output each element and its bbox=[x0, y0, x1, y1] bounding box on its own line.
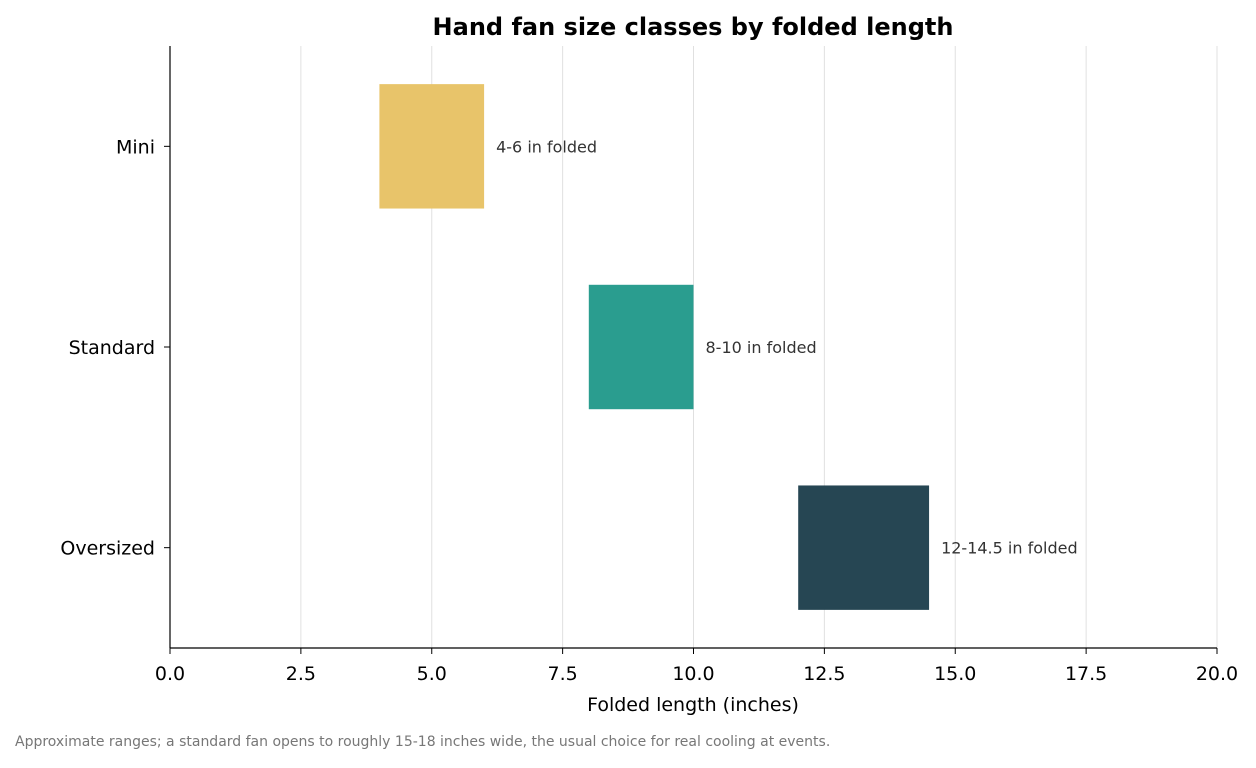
bar-data-label: 12-14.5 in folded bbox=[941, 539, 1078, 558]
x-tick-label: 15.0 bbox=[934, 663, 976, 685]
x-tick-label: 12.5 bbox=[803, 663, 845, 685]
bars: 4-6 in folded 8-10 in folded 12-14.5 in fo… bbox=[379, 84, 1078, 610]
y-tick-label: Standard bbox=[69, 337, 155, 359]
x-tick-label: 10.0 bbox=[672, 663, 714, 685]
y-tick-label: Mini bbox=[116, 136, 155, 158]
x-tick-label: 0.0 bbox=[155, 663, 185, 685]
x-tick-label: 5.0 bbox=[417, 663, 447, 685]
range-bar bbox=[798, 485, 930, 610]
x-tick-label: 20.0 bbox=[1196, 663, 1238, 685]
chart-title: Hand fan size classes by folded length bbox=[433, 13, 954, 41]
bar-data-label: 8-10 in folded bbox=[706, 338, 817, 357]
x-axis-label: Folded length (inches) bbox=[587, 694, 799, 716]
axes: 0.0 2.5 5.0 7.5 10.0 12.5 15.0 17.5 20.0 Mini Stan… bbox=[60, 46, 1238, 685]
y-tick-label: Oversized bbox=[60, 538, 155, 560]
range-bar bbox=[379, 84, 485, 209]
bar-data-label: 4-6 in folded bbox=[496, 137, 597, 156]
range-bar bbox=[588, 284, 694, 410]
x-tick-label: 17.5 bbox=[1065, 663, 1107, 685]
x-tick-label: 2.5 bbox=[286, 663, 316, 685]
footnote: Approximate ranges; a standard fan opens… bbox=[15, 734, 831, 750]
x-tick-label: 7.5 bbox=[548, 663, 578, 685]
